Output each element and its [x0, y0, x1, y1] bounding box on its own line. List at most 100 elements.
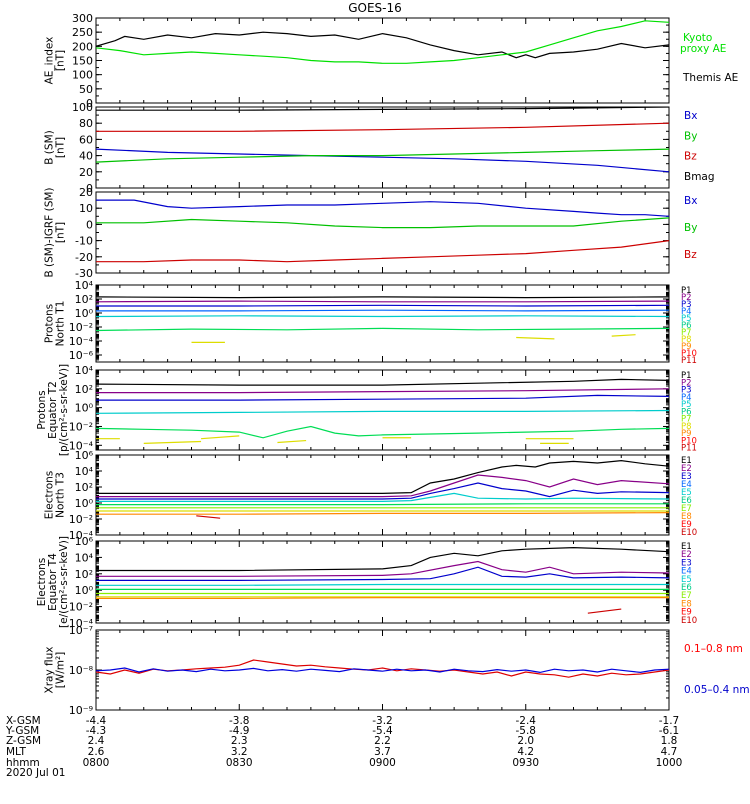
- series-line: [96, 409, 669, 414]
- series-line: [96, 20, 669, 64]
- y-tick-label: 250: [72, 26, 93, 39]
- series-line: [96, 546, 669, 572]
- y-axis-label: Equator T4: [47, 553, 59, 611]
- panel-series: [96, 107, 669, 173]
- series-line: [96, 566, 669, 582]
- x-axis-tick-value: -4.9: [229, 725, 250, 737]
- x-axis-tick-value: 2.0: [517, 735, 534, 747]
- y-tick-label: 10⁻²: [69, 420, 93, 433]
- legend-entry: P10: [681, 436, 697, 446]
- y-tick-label: 10⁻⁴: [69, 335, 94, 348]
- series-line: [96, 583, 669, 586]
- x-axis-tick-value: 2.4: [88, 735, 105, 747]
- panel-frame: [95, 106, 670, 189]
- legend-entry: E9: [681, 520, 692, 530]
- y-axis-label: B (SM)-IGRF (SM): [44, 187, 56, 277]
- panel-electrons_t4: 10⁻⁴ 10⁻² 10⁰ 10² 10⁴ 10⁶ Electrons Equator T4[…: [36, 535, 697, 630]
- y-tick-label: 300: [72, 12, 93, 25]
- y-tick-label: -30: [75, 267, 93, 280]
- legend-entry: E9: [681, 608, 692, 618]
- legend-entry: P9: [681, 342, 692, 352]
- legend-entry: Bmag: [684, 171, 715, 183]
- x-axis-tick-value: 3.7: [374, 746, 391, 758]
- legend-entry: E6: [681, 583, 692, 593]
- x-axis-row-label: hhmm: [6, 757, 40, 769]
- panel-series: [96, 20, 669, 64]
- y-tick-label: 10⁻⁸: [69, 664, 94, 677]
- y-tick-label: 40: [79, 150, 93, 163]
- legend-entry: P7: [681, 328, 692, 338]
- legend-entry: E10: [681, 616, 697, 626]
- panel-frame: [95, 17, 670, 104]
- y-axis-label: Protons: [36, 390, 48, 429]
- series-line: [96, 459, 669, 494]
- legend-entry: Kyoto: [683, 32, 712, 44]
- legend-entry: P7: [681, 415, 692, 425]
- panel-xray: 10⁻⁹ 10⁻⁸ 10⁻⁷ Xray flux [W/m²] 0.1–0.8 nm 0.0…: [44, 624, 750, 717]
- legend-entry: E5: [681, 488, 692, 498]
- panel-frame: [95, 454, 670, 536]
- y-tick-label: 10⁻⁴: [69, 617, 94, 630]
- legend-entry: E1: [681, 456, 692, 466]
- series-segment: [143, 440, 202, 445]
- series-line: [96, 511, 669, 515]
- legend-entry: Bz: [684, 249, 697, 261]
- x-axis-tick-value: -4.3: [86, 725, 107, 737]
- y-tick-label: 150: [72, 55, 93, 68]
- legend-entry: Bz: [684, 151, 697, 163]
- series-line: [96, 596, 669, 600]
- x-axis-row-label: Z-GSM: [6, 735, 41, 747]
- y-tick-label: 10⁶: [75, 449, 94, 462]
- legend-entry: P8: [681, 335, 692, 345]
- series-line: [96, 492, 669, 502]
- y-tick-label: 200: [72, 40, 93, 53]
- legend-entry: P3: [681, 386, 692, 396]
- legend-entry: E4: [681, 480, 692, 490]
- legend-entry: P2: [681, 293, 692, 303]
- series-segment: [196, 515, 221, 519]
- panel-frame: [95, 540, 670, 624]
- legend-entry: P11: [681, 444, 697, 454]
- chart-title: GOES-16: [348, 1, 402, 15]
- panel-series: [96, 296, 669, 343]
- x-axis-row-label: MLT: [6, 746, 26, 758]
- legend-entry: P4: [681, 307, 692, 317]
- panel-series: [96, 199, 669, 263]
- legend-entry: P8: [681, 422, 692, 432]
- y-tick-label: 100: [72, 101, 93, 114]
- y-tick-label: 80: [79, 117, 93, 130]
- panel-bigrf: -30 -20 -10 0 10 20 B (SM)-IGRF (SM) [nT] Bx By Bz: [44, 186, 698, 280]
- series-line: [96, 667, 669, 674]
- series-line: [96, 378, 669, 386]
- y-tick-label: 20: [79, 166, 93, 179]
- x-axis-tick-value: -3.8: [229, 715, 250, 727]
- y-tick-label: 10⁶: [75, 535, 94, 548]
- legend-entry: E3: [681, 558, 692, 568]
- y-tick-label: 10²: [75, 383, 93, 396]
- legend-entry: P2: [681, 378, 692, 388]
- legend-entry: proxy AE: [680, 43, 726, 55]
- x-axis-tick-value: 2.6: [88, 746, 105, 758]
- x-axis-tick-value: -2.4: [516, 715, 537, 727]
- series-line: [96, 315, 669, 318]
- y-tick-label: 10: [79, 202, 93, 215]
- y-axis-label: North T1: [55, 301, 67, 347]
- series-line: [96, 122, 669, 132]
- legend-entry: E7: [681, 591, 692, 601]
- series-segment: [611, 334, 636, 337]
- y-axis-label: Electrons: [36, 558, 48, 607]
- panel-series: [96, 378, 669, 445]
- x-axis-tick-value: -5.4: [372, 725, 393, 737]
- series-line: [96, 503, 669, 506]
- legend-entry: E8: [681, 512, 692, 522]
- y-axis-label: Protons: [44, 304, 56, 343]
- y-axis-label: [W/m²]: [55, 652, 67, 689]
- series-line: [96, 304, 669, 307]
- series-line: [96, 560, 669, 577]
- series-segment: [516, 336, 555, 340]
- y-tick-label: -10: [75, 235, 93, 248]
